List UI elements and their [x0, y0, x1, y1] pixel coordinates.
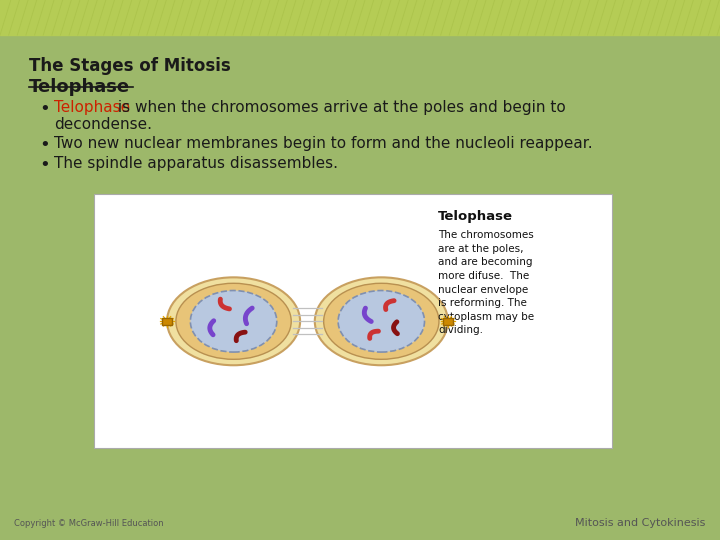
Text: decondense.: decondense.: [54, 117, 152, 132]
Ellipse shape: [176, 284, 291, 359]
Text: The spindle apparatus disassembles.: The spindle apparatus disassembles.: [54, 156, 338, 171]
Text: The Stages of Mitosis: The Stages of Mitosis: [29, 57, 230, 75]
Text: •: •: [40, 136, 50, 154]
Text: The chromosomes
are at the poles,
and are becoming
more difuse.  The
nuclear env: The chromosomes are at the poles, and ar…: [438, 230, 534, 335]
Ellipse shape: [167, 278, 300, 365]
Text: •: •: [40, 156, 50, 173]
Bar: [162, 318, 172, 325]
FancyBboxPatch shape: [94, 194, 612, 448]
Ellipse shape: [190, 291, 276, 352]
Bar: [443, 318, 453, 325]
Text: is when the chromosomes arrive at the poles and begin to: is when the chromosomes arrive at the po…: [113, 100, 566, 115]
Text: Mitosis and Cytokinesis: Mitosis and Cytokinesis: [575, 518, 706, 528]
Text: Two new nuclear membranes begin to form and the nucleoli reappear.: Two new nuclear membranes begin to form …: [54, 136, 593, 151]
Ellipse shape: [324, 284, 439, 359]
Text: Telophase: Telophase: [54, 100, 130, 115]
Text: Copyright © McGraw-Hill Education: Copyright © McGraw-Hill Education: [14, 519, 164, 528]
Text: Telophase: Telophase: [29, 78, 130, 96]
Bar: [0, 0, 720, 35]
Text: Telophase: Telophase: [438, 210, 513, 222]
Ellipse shape: [338, 291, 425, 352]
Text: •: •: [40, 100, 50, 118]
Ellipse shape: [315, 278, 448, 365]
